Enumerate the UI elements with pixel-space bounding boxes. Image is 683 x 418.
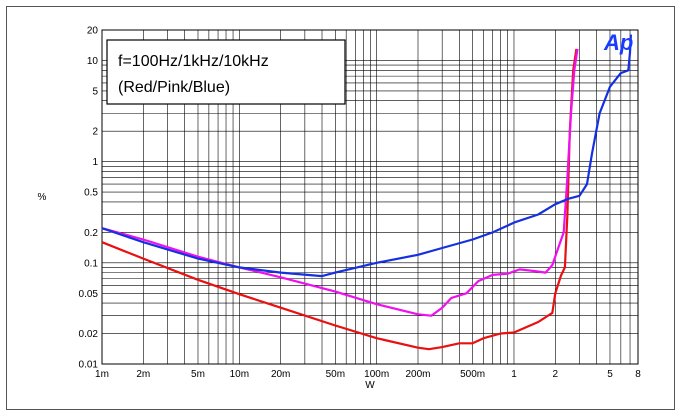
x-tick-label: 2m [136, 369, 150, 380]
y-tick-label: 0.1 [84, 258, 98, 269]
series-lines [101, 34, 632, 351]
x-tick-label: 5m [191, 369, 205, 380]
series-line-1 [101, 48, 578, 351]
x-tick-label: 2 [553, 369, 559, 380]
annotation-line-2: (Red/Pink/Blue) [118, 79, 230, 96]
x-tick-label: 1m [95, 369, 109, 380]
annotation-border [106, 39, 346, 105]
y-tick-label: 1 [92, 157, 98, 168]
y-tick-label: 0.05 [79, 289, 99, 300]
y-tick-label: 20 [87, 26, 99, 37]
y-axis-label: % [38, 192, 47, 203]
x-tick-label: 200m [405, 369, 430, 380]
plot-border [101, 29, 639, 365]
annotation-box: f=100Hz/1kHz/10kHz (Red/Pink/Blue) [106, 39, 346, 105]
y-tick-label: 0.02 [79, 329, 99, 340]
x-tick-label: 20m [271, 369, 290, 380]
x-tick-label: 500m [460, 369, 485, 380]
y-tick-labels: 0.01 0.02 0.05 0.1 0.2 0.5 1 2 5 10 20 [79, 26, 99, 371]
series-line-2 [101, 48, 579, 317]
y-tick-label: 10 [87, 56, 99, 67]
y-tick-label: 5 [92, 86, 98, 97]
x-tick-labels: 1m 2m 5m 10m 20m 50m 100m 200m 500m 1 2 5 8 [95, 369, 641, 380]
x-tick-label: 1 [511, 369, 517, 380]
y-tick-label: 0.01 [79, 360, 99, 371]
y-tick-label: 2 [92, 127, 98, 138]
x-tick-label: 10m [230, 369, 249, 380]
ap-logo: Ap [603, 30, 633, 55]
x-axis-label: W [365, 380, 375, 391]
x-tick-label: 100m [364, 369, 389, 380]
annotation-line-1: f=100Hz/1kHz/10kHz [118, 53, 269, 70]
x-tick-label: 5 [607, 369, 613, 380]
series-line-3 [101, 34, 632, 278]
x-tick-label: 50m [326, 369, 345, 380]
x-tick-label: 8 [635, 369, 641, 380]
y-tick-label: 0.5 [84, 188, 98, 199]
y-tick-label: 0.2 [84, 228, 98, 239]
